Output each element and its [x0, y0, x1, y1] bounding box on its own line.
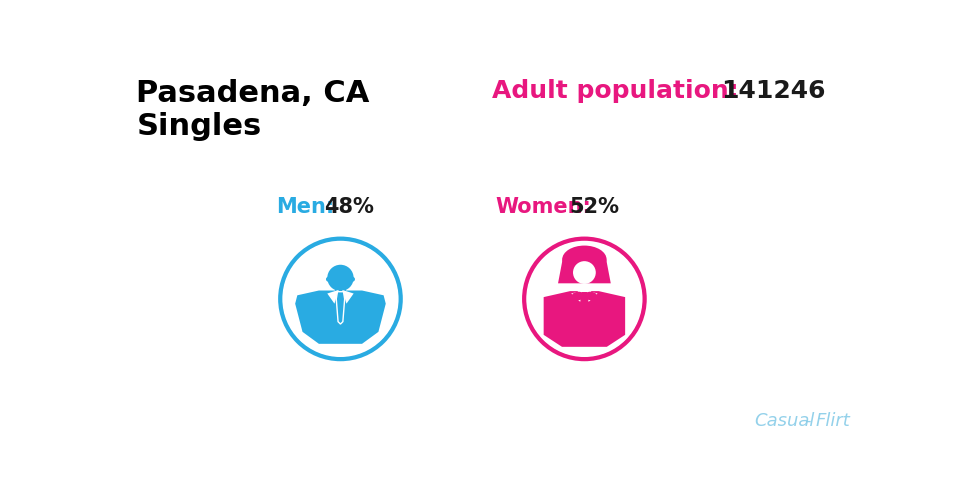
Text: Flirt: Flirt: [815, 411, 851, 429]
Circle shape: [327, 265, 353, 292]
Text: Singles: Singles: [136, 112, 261, 141]
Polygon shape: [571, 291, 582, 302]
Circle shape: [350, 278, 355, 282]
Polygon shape: [343, 290, 353, 304]
Text: -: -: [804, 411, 811, 429]
Ellipse shape: [572, 292, 585, 301]
Circle shape: [573, 262, 596, 285]
Polygon shape: [587, 291, 597, 302]
Circle shape: [526, 241, 642, 357]
Text: Pasadena, CA: Pasadena, CA: [136, 79, 370, 108]
Polygon shape: [295, 291, 386, 344]
Polygon shape: [336, 292, 345, 325]
Text: Women:: Women:: [496, 196, 591, 216]
Text: 52%: 52%: [569, 196, 619, 216]
FancyBboxPatch shape: [335, 285, 346, 292]
Polygon shape: [327, 290, 339, 304]
Ellipse shape: [563, 246, 607, 274]
Text: Men:: Men:: [276, 196, 335, 216]
Ellipse shape: [584, 292, 597, 301]
Polygon shape: [543, 292, 625, 347]
Text: Casual: Casual: [754, 411, 814, 429]
Circle shape: [282, 241, 398, 357]
Polygon shape: [558, 254, 611, 284]
Circle shape: [326, 278, 330, 282]
Text: 141246: 141246: [722, 79, 826, 103]
Text: Adult population:: Adult population:: [492, 79, 738, 103]
FancyBboxPatch shape: [578, 285, 590, 292]
Text: 48%: 48%: [324, 196, 374, 216]
